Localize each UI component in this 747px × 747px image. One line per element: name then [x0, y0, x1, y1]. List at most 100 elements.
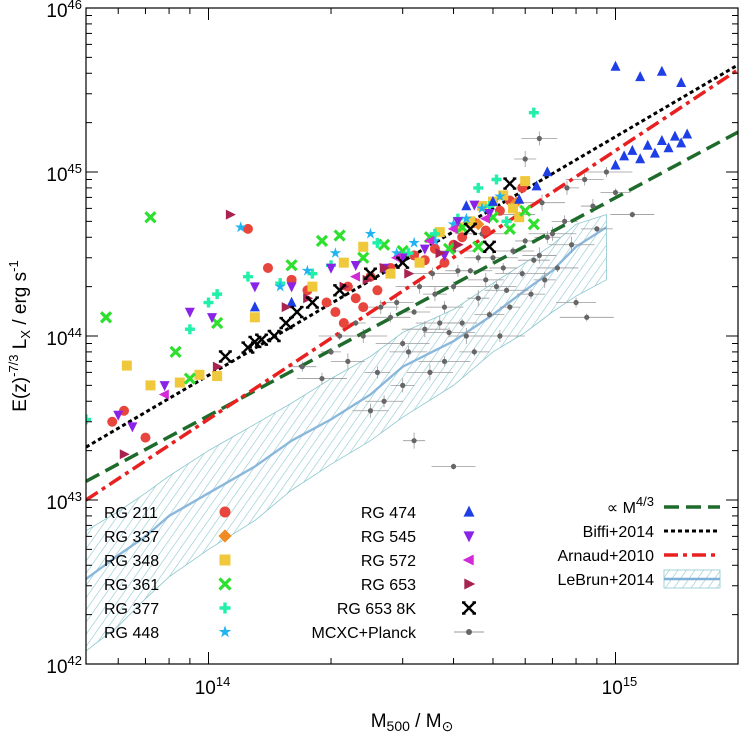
data-point	[299, 364, 305, 370]
data-point	[404, 268, 415, 279]
data-point	[514, 193, 525, 204]
data-point	[447, 223, 458, 234]
data-point	[463, 222, 477, 236]
series-rg-653-8k	[218, 177, 517, 363]
data-point	[494, 190, 506, 202]
data-point	[400, 340, 406, 347]
data-point	[286, 282, 297, 293]
data-point	[381, 398, 387, 404]
data-point	[419, 244, 430, 255]
data-point	[520, 176, 531, 187]
data-point	[145, 380, 156, 391]
legend-label-rg-377: RG 377	[104, 601, 159, 618]
data-point	[159, 381, 170, 392]
data-point	[319, 375, 325, 382]
data-point	[374, 369, 380, 375]
series-rg-361	[99, 204, 540, 385]
data-point	[480, 225, 491, 236]
data-point	[358, 302, 369, 313]
data-point	[482, 240, 496, 253]
series-rg-448	[235, 190, 506, 292]
legend-label-line: Arnaud+2010	[557, 548, 654, 565]
data-point	[345, 358, 351, 365]
data-point	[493, 284, 500, 290]
data-point	[281, 302, 292, 313]
data-point	[536, 252, 542, 259]
data-point	[437, 320, 443, 326]
data-point	[86, 414, 91, 425]
data-point	[539, 200, 545, 206]
data-point	[452, 222, 463, 233]
data-point	[427, 369, 433, 375]
legend-marker	[219, 602, 231, 614]
data-point	[326, 263, 337, 274]
data-point	[144, 211, 157, 224]
data-point	[378, 304, 384, 310]
data-point	[619, 150, 630, 161]
data-point	[452, 217, 463, 228]
data-point	[500, 265, 506, 271]
data-point	[385, 268, 396, 279]
data-point	[461, 200, 472, 211]
data-point	[212, 289, 223, 300]
data-point	[286, 274, 297, 285]
data-point	[522, 156, 528, 162]
data-point	[463, 333, 469, 339]
legend-marker	[218, 529, 232, 543]
data-point	[218, 350, 232, 363]
legend-marker	[463, 505, 475, 517]
data-point	[169, 345, 182, 359]
data-point	[387, 314, 394, 320]
data-point	[663, 142, 674, 153]
data-point	[307, 281, 318, 292]
data-point	[439, 257, 450, 268]
data-point	[682, 128, 693, 139]
data-point	[321, 297, 332, 308]
data-point	[435, 248, 446, 259]
data-point	[603, 169, 610, 175]
data-point	[514, 212, 525, 223]
data-point	[390, 252, 401, 263]
data-point	[329, 247, 342, 258]
data-point	[249, 312, 260, 323]
data-point	[119, 449, 130, 460]
data-point	[286, 296, 297, 307]
legend-label-rg-653-8k: RG 653 8K	[337, 601, 416, 618]
data-point	[121, 360, 132, 371]
data-point	[446, 329, 452, 336]
legend-label-mcxc-planck: MCXC+Planck	[312, 625, 417, 642]
data-point	[405, 349, 412, 355]
data-point	[183, 372, 197, 385]
data-point	[450, 463, 457, 470]
data-point	[564, 185, 570, 191]
data-point	[262, 262, 273, 273]
series-rg-572	[158, 213, 491, 400]
data-point	[590, 203, 596, 209]
series-mcxc-planck	[299, 135, 635, 470]
data-point	[350, 293, 361, 304]
data-point	[372, 285, 383, 296]
data-point	[441, 304, 448, 310]
data-point	[459, 320, 465, 326]
data-point	[235, 221, 247, 233]
legend-label-rg-211: RG 211	[104, 505, 158, 522]
data-point	[379, 262, 390, 273]
data-point	[358, 241, 369, 252]
data-point	[127, 422, 138, 433]
y-tick-label: 1045	[46, 161, 82, 186]
data-point	[207, 313, 218, 324]
legend-marker	[219, 506, 231, 518]
data-point	[285, 259, 298, 272]
data-point	[582, 176, 588, 183]
data-point	[475, 255, 481, 261]
data-point	[422, 326, 428, 332]
y-tick-label: 1042	[46, 653, 82, 678]
data-point	[429, 234, 441, 246]
data-point	[453, 239, 464, 250]
data-point	[475, 295, 481, 301]
y-axis-title: E(z)-7/3 LX / erg s-1	[6, 260, 33, 411]
data-point	[507, 304, 513, 310]
data-point	[471, 349, 477, 355]
data-point	[305, 296, 319, 309]
data-point	[367, 408, 374, 414]
